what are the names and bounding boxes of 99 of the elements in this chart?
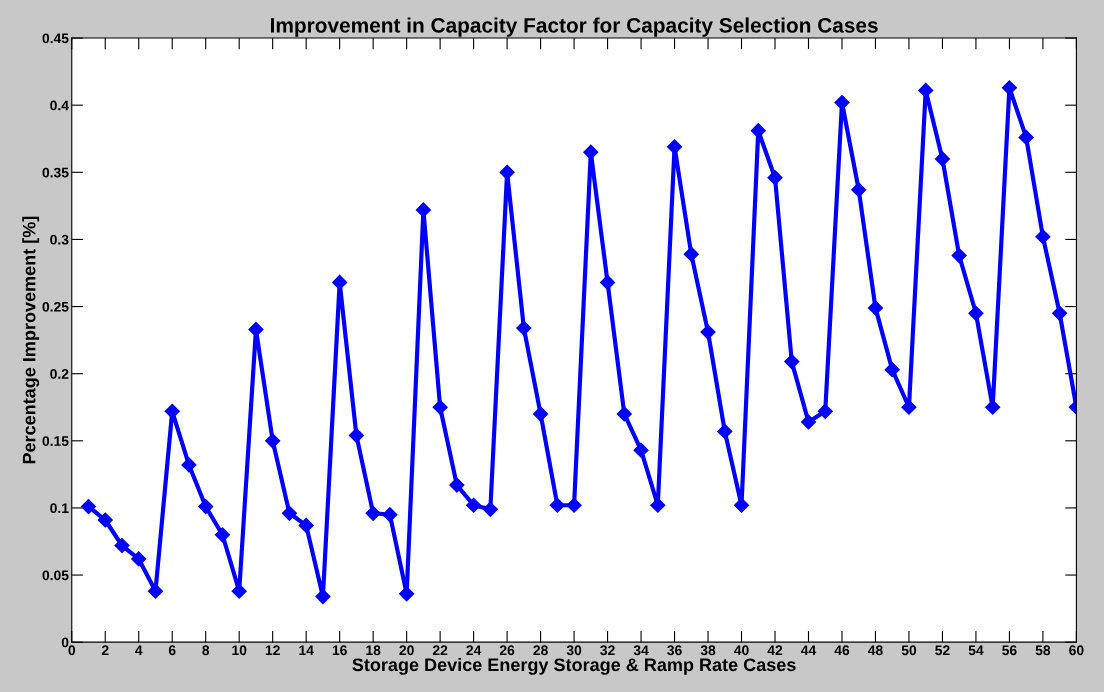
point xyxy=(867,300,884,316)
x-tick-label: 26 xyxy=(499,645,515,656)
point xyxy=(181,457,197,473)
y-tick-label: 0.1 xyxy=(50,503,69,514)
point xyxy=(1052,305,1068,321)
x-tick-label: 32 xyxy=(600,645,615,656)
point xyxy=(616,406,632,422)
x-tick-label: 22 xyxy=(432,645,448,656)
x-tick-label: 50 xyxy=(901,645,917,656)
point xyxy=(281,505,298,521)
point xyxy=(800,414,817,430)
x-axis-title: Storage Device Energy Storage & Ramp Rate Cases xyxy=(352,657,796,675)
point xyxy=(80,499,97,515)
x-tick-label: 54 xyxy=(968,645,984,656)
point xyxy=(131,551,147,567)
point xyxy=(1035,229,1051,245)
x-tick-label: 8 xyxy=(202,645,210,656)
point xyxy=(549,497,565,513)
point xyxy=(834,94,850,111)
point xyxy=(901,399,917,415)
point xyxy=(750,123,766,139)
point xyxy=(951,247,967,264)
point xyxy=(265,433,281,449)
point xyxy=(700,324,716,340)
point xyxy=(348,427,364,444)
point xyxy=(583,144,599,160)
point xyxy=(817,403,833,419)
point xyxy=(231,583,247,599)
point xyxy=(566,497,582,513)
x-tick-label: 42 xyxy=(767,645,783,656)
point xyxy=(516,320,532,336)
x-tick-label: 58 xyxy=(1035,645,1051,656)
point xyxy=(733,497,750,513)
point xyxy=(164,403,180,419)
point xyxy=(415,202,431,218)
x-tick-label: 56 xyxy=(1002,645,1017,656)
x-tick-label: 12 xyxy=(265,645,280,656)
point xyxy=(717,423,733,439)
point xyxy=(533,406,549,422)
y-tick-label: 0.3 xyxy=(50,234,69,245)
x-tick-label: 6 xyxy=(168,645,176,656)
y-tick-label: 0 xyxy=(61,637,69,648)
y-tick-label: 0.35 xyxy=(42,167,69,178)
point xyxy=(650,497,666,513)
point xyxy=(97,512,113,528)
point xyxy=(499,164,515,180)
point xyxy=(918,82,934,98)
x-tick-label: 40 xyxy=(734,645,749,656)
point xyxy=(332,274,348,290)
x-tick-label: 36 xyxy=(667,645,682,656)
point xyxy=(298,517,314,533)
y-tick-label: 0.25 xyxy=(42,301,69,312)
x-tick-label: 28 xyxy=(533,645,548,656)
x-tick-label: 38 xyxy=(700,645,716,656)
point xyxy=(382,507,398,523)
x-tick-label: 10 xyxy=(232,645,247,656)
x-tick-label: 14 xyxy=(299,645,314,656)
x-tick-label: 44 xyxy=(800,645,817,656)
point xyxy=(599,274,616,290)
point xyxy=(466,497,482,513)
x-tick-label: 20 xyxy=(399,645,414,656)
point xyxy=(482,501,498,517)
point xyxy=(784,354,800,370)
point xyxy=(934,151,951,167)
point xyxy=(851,182,867,198)
x-tick-label: 46 xyxy=(834,645,850,656)
point xyxy=(884,362,900,378)
chart-title: Improvement in Capacity Factor for Capacity Selection Cases xyxy=(271,17,878,37)
point xyxy=(767,170,783,186)
x-tick-label: 48 xyxy=(867,645,883,656)
point xyxy=(365,505,381,521)
point xyxy=(198,499,214,515)
x-tick-label: 0 xyxy=(68,645,76,656)
point xyxy=(683,246,699,262)
y-tick-label: 0.15 xyxy=(42,436,69,446)
point xyxy=(449,477,465,493)
x-tick-label: 24 xyxy=(466,645,482,656)
x-tick-label: 52 xyxy=(935,645,950,656)
y-tick-label: 0.2 xyxy=(50,369,69,379)
y-tick-label: 0.45 xyxy=(42,33,69,44)
y-tick-label: 0.4 xyxy=(50,100,69,111)
x-tick-label: 34 xyxy=(633,645,649,656)
point xyxy=(214,527,231,543)
x-tick-label: 16 xyxy=(332,645,347,656)
x-tick-label: 2 xyxy=(101,645,109,656)
x-tick-label: 60 xyxy=(1069,645,1084,656)
y-axis-title: Percentage Improvement [%] xyxy=(22,216,40,464)
point xyxy=(432,399,448,415)
point xyxy=(633,442,649,458)
x-tick-label: 18 xyxy=(366,645,381,656)
point xyxy=(114,537,130,554)
point xyxy=(968,305,984,321)
point xyxy=(1018,129,1034,145)
y-tick-label: 0.05 xyxy=(42,570,69,581)
point xyxy=(666,139,683,155)
point xyxy=(399,586,415,602)
x-tick-label: 4 xyxy=(135,645,143,656)
x-tick-label: 30 xyxy=(566,645,582,656)
point xyxy=(248,321,264,337)
